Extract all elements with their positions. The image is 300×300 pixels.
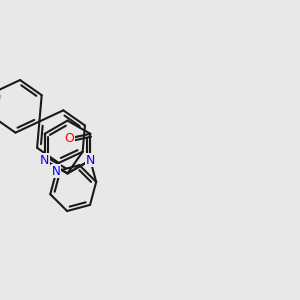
Text: N: N: [40, 154, 49, 167]
Text: O: O: [64, 132, 74, 145]
Text: N: N: [86, 154, 95, 167]
Text: N: N: [52, 165, 61, 178]
